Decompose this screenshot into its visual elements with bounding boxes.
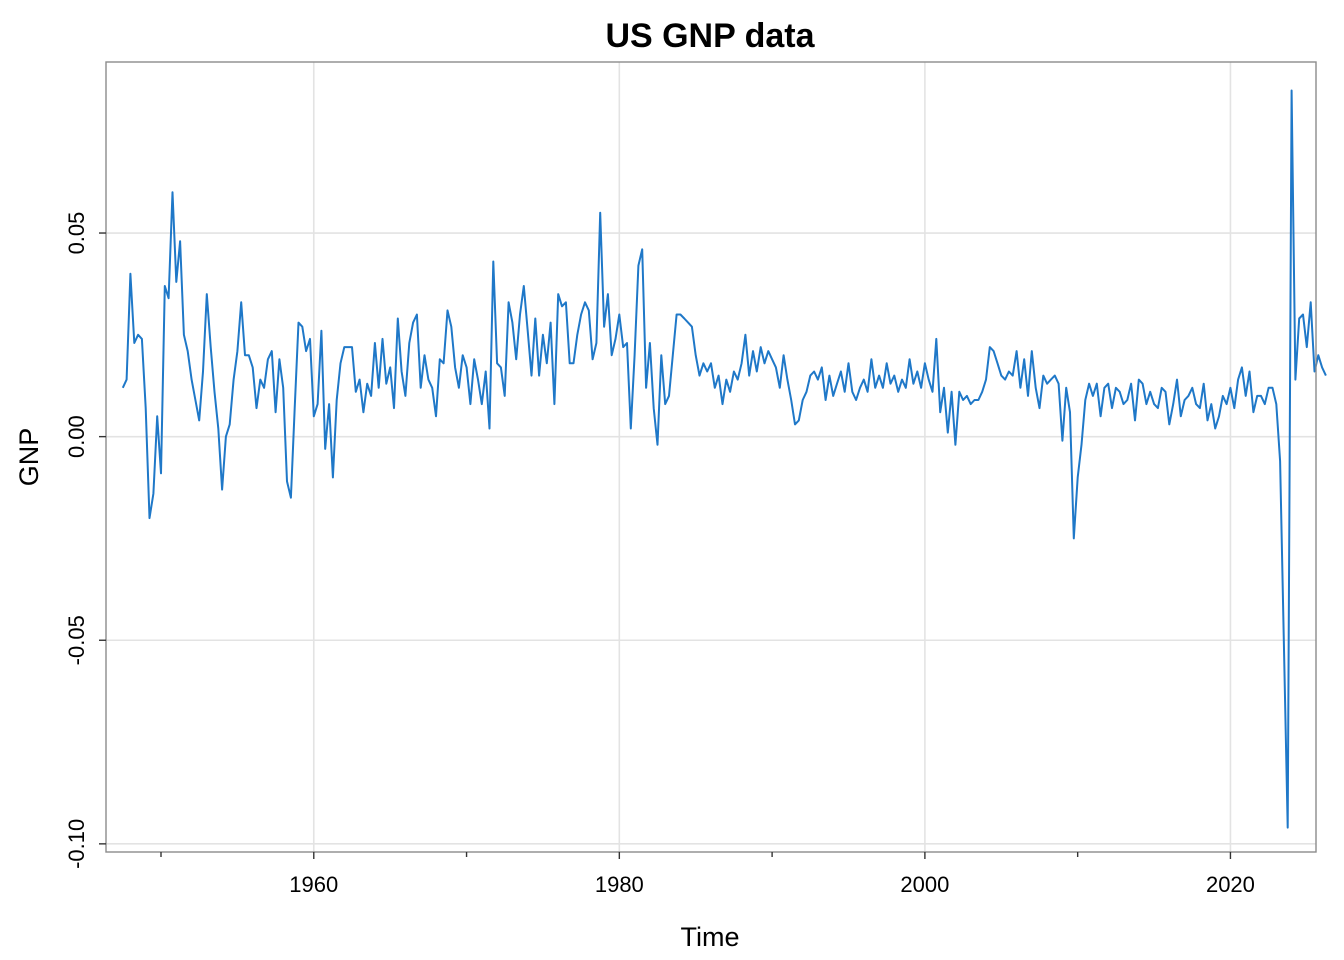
x-tick-label: 2020 xyxy=(1206,872,1255,897)
y-axis-label: GNP xyxy=(14,428,44,487)
series-layer xyxy=(121,89,1327,829)
y-tick-label: -0.10 xyxy=(64,819,89,869)
y-tick-label: -0.05 xyxy=(64,615,89,665)
x-tick-label: 1980 xyxy=(595,872,644,897)
y-axis: -0.10 -0.05 0.00 0.05 xyxy=(64,212,106,869)
gnp-series-line xyxy=(121,89,1327,829)
chart-title: US GNP data xyxy=(605,17,815,55)
y-tick-label: 0.00 xyxy=(64,415,89,458)
plot-frame xyxy=(105,61,1317,853)
y-tick-label: 0.05 xyxy=(64,212,89,255)
grid-lines xyxy=(106,62,1316,852)
x-tick-label: 2000 xyxy=(900,872,949,897)
x-axis-label: Time xyxy=(681,922,740,952)
x-axis: 1960 1980 2000 2020 xyxy=(160,852,1255,897)
x-tick-label: 1960 xyxy=(289,872,338,897)
